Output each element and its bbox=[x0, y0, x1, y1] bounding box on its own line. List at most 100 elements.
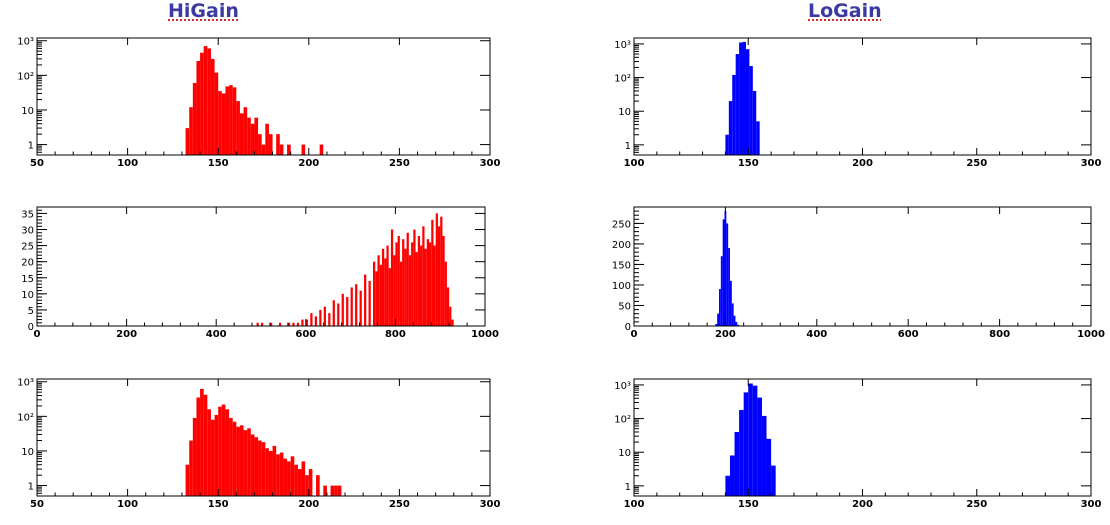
hi-top-ytick-label: 10² bbox=[17, 71, 34, 82]
hi-bot-xtick-label: 250 bbox=[389, 499, 410, 510]
hi-mid-bar bbox=[424, 248, 427, 326]
lo-top-xtick-label: 250 bbox=[966, 158, 987, 169]
hi-mid-bar bbox=[355, 284, 358, 326]
lo-mid-xtick-label: 600 bbox=[898, 329, 919, 340]
hi-mid-bar bbox=[323, 306, 326, 326]
lo-top-bar bbox=[756, 121, 760, 155]
hi-bot-bar bbox=[330, 485, 335, 496]
hi-top-bar bbox=[221, 93, 226, 155]
hi-bot-bar bbox=[200, 388, 204, 496]
hi-bot-bar bbox=[214, 414, 219, 496]
hi-mid-bar bbox=[446, 287, 450, 326]
hi-top-bar bbox=[243, 107, 248, 155]
hi-top-xtick-label: 100 bbox=[117, 158, 138, 169]
hi-mid-bar bbox=[359, 290, 362, 326]
hi-mid-bar bbox=[437, 226, 441, 326]
lo-mid-ytick-label: 50 bbox=[618, 301, 631, 312]
hi-mid-bar bbox=[415, 252, 418, 326]
lo-bot-ytick-label: 1 bbox=[625, 482, 631, 493]
hi-top-bar bbox=[265, 123, 269, 155]
lo-mid-bar bbox=[720, 256, 723, 326]
hi-mid-panel: 0 200 400 600 800 1000 0 5 10 15 20 25 30 35 bbox=[21, 206, 499, 340]
lo-bot-xtick-label: 150 bbox=[738, 499, 759, 510]
lo-top-bar bbox=[745, 49, 750, 155]
lo-mid-bar bbox=[737, 324, 740, 326]
lo-bot-ytick-label: 10 bbox=[618, 448, 631, 459]
hi-mid-bar bbox=[310, 313, 313, 326]
hi-bot-xtick-label: 100 bbox=[117, 499, 138, 510]
hi-mid-bar bbox=[397, 235, 400, 326]
hi-bot-bar bbox=[276, 454, 280, 496]
hi-mid-bar bbox=[381, 248, 385, 326]
hi-top-bar bbox=[210, 58, 215, 156]
hi-bot-xtick-label: 50 bbox=[30, 499, 44, 510]
hi-mid-xtick-label: 600 bbox=[295, 329, 316, 340]
hi-top-bar bbox=[207, 48, 211, 155]
hi-bot-bar bbox=[247, 428, 251, 496]
hi-top-ytick-label: 10³ bbox=[17, 37, 34, 48]
hi-bot-bar bbox=[334, 485, 338, 496]
lo-mid-xtick-label: 800 bbox=[989, 329, 1010, 340]
lo-mid-bar bbox=[722, 219, 725, 326]
hi-bot-xtick-label: 300 bbox=[480, 499, 501, 510]
lo-bot-bar bbox=[743, 392, 749, 496]
hi-mid-bar bbox=[386, 245, 389, 326]
hi-mid-bar bbox=[305, 319, 309, 326]
hi-top-bar bbox=[189, 107, 193, 155]
lo-bot-xtick-label: 100 bbox=[624, 499, 645, 510]
hi-bot-bar bbox=[218, 406, 222, 496]
hi-mid-bar bbox=[296, 322, 300, 326]
lo-mid-bar bbox=[719, 289, 721, 326]
hi-top-bar bbox=[185, 128, 190, 155]
lo-top-bar bbox=[752, 90, 757, 155]
hi-mid-bar bbox=[431, 219, 434, 326]
lo-mid-ytick-label: 150 bbox=[612, 260, 631, 271]
hi-mid-ytick-label: 25 bbox=[21, 242, 34, 253]
hi-bot-bar bbox=[250, 434, 255, 496]
hi-mid-bar bbox=[337, 303, 340, 326]
hi-mid-bar bbox=[292, 322, 295, 326]
lo-top-ytick-label: 10² bbox=[614, 74, 631, 85]
hi-mid-bar bbox=[287, 322, 291, 326]
hi-mid-bar bbox=[368, 280, 371, 326]
hi-mid-bar bbox=[269, 322, 273, 326]
hi-mid-bar bbox=[426, 239, 429, 326]
lo-mid-bar bbox=[728, 248, 730, 326]
hi-top-bar bbox=[250, 123, 255, 155]
hi-mid-bar bbox=[332, 300, 335, 326]
hi-mid-bar bbox=[261, 322, 264, 326]
lo-top-bar bbox=[732, 74, 736, 155]
lo-mid-bar bbox=[715, 323, 718, 326]
hi-mid-bar bbox=[408, 255, 412, 326]
lo-bot-ytick-label: 10³ bbox=[614, 381, 631, 392]
lo-mid-bar bbox=[726, 223, 729, 326]
hi-top-xtick-label: 250 bbox=[389, 158, 410, 169]
hi-bot-bar bbox=[232, 421, 237, 496]
hi-top-bar bbox=[301, 144, 306, 155]
hi-bot-bar bbox=[305, 475, 309, 496]
hi-top-bar bbox=[218, 91, 222, 155]
hi-bot-bar bbox=[308, 469, 313, 496]
hi-bot-xtick-label: 150 bbox=[208, 499, 229, 510]
hi-mid-xtick-label: 0 bbox=[34, 329, 41, 340]
logain-title: LoGain bbox=[808, 0, 882, 22]
hi-top-bar bbox=[287, 144, 291, 155]
hi-bot-xtick-label: 200 bbox=[298, 499, 319, 510]
lo-top-panel: 100 150 200 250 300 1 10 10² 10³ bbox=[614, 37, 1101, 169]
hi-bot-bar bbox=[203, 394, 208, 496]
lo-mid-bar bbox=[717, 313, 719, 326]
hi-top-ytick-label: 10 bbox=[21, 106, 34, 117]
hi-mid-xtick-label: 800 bbox=[385, 329, 406, 340]
hi-mid-bar bbox=[393, 255, 396, 326]
lo-bot-panel: 100 150 200 250 300 1 10 10² 10³ bbox=[614, 378, 1101, 510]
hi-bot-bar bbox=[316, 475, 320, 496]
hi-bot-bar bbox=[323, 485, 327, 496]
hi-mid-bar bbox=[373, 261, 376, 326]
hi-bot-bar bbox=[221, 404, 226, 496]
hi-mid-bar bbox=[451, 319, 454, 326]
hi-bot-bar bbox=[268, 450, 273, 496]
hi-bot-bar bbox=[189, 440, 193, 496]
lo-bot-bar bbox=[771, 465, 776, 496]
hi-bot-bar bbox=[287, 461, 291, 496]
lo-top-ytick-label: 10³ bbox=[614, 40, 631, 51]
